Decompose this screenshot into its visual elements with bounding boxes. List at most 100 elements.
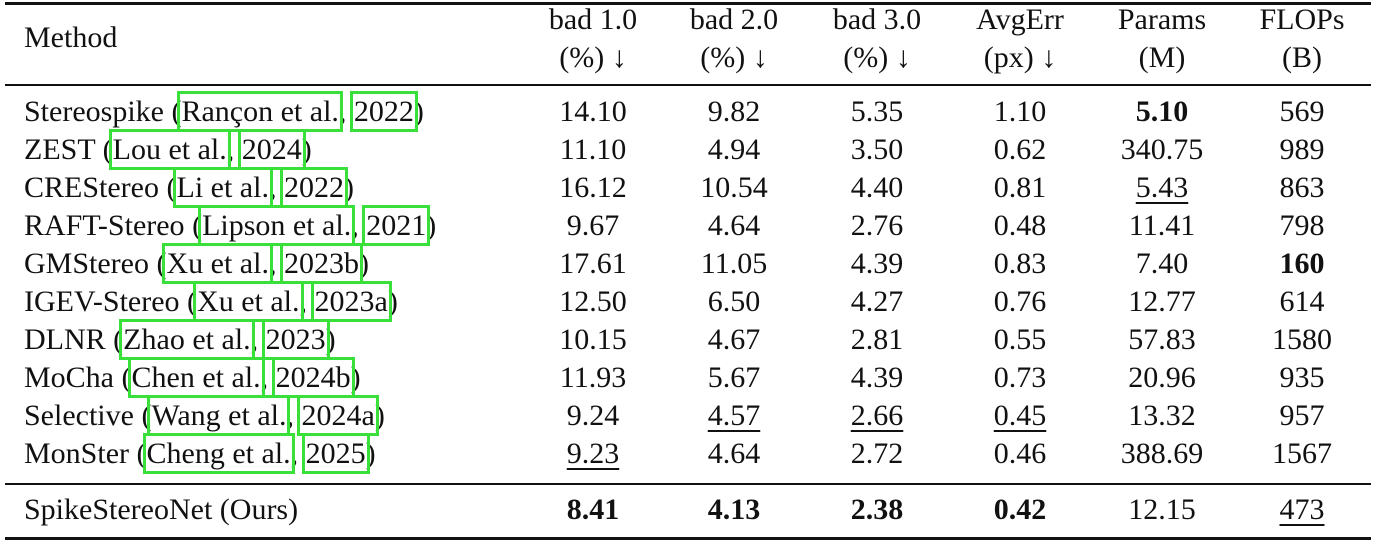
- cell-params-second: 5.43: [1135, 171, 1189, 204]
- cell-bad2: 6.50: [707, 285, 761, 318]
- cell-bad1: 14.10: [559, 95, 627, 128]
- cell-params: 57.83: [1128, 323, 1196, 356]
- cell-bad1: 16.12: [559, 171, 627, 204]
- cell-bad3: 4.27: [850, 285, 904, 318]
- cell-bad2: 4.64: [707, 437, 761, 470]
- cell-flops: 935: [1279, 361, 1325, 394]
- citation-year-link[interactable]: 2021: [362, 205, 431, 246]
- citation-author-link[interactable]: Lou et al.: [108, 129, 231, 170]
- cell-bad1: 11.93: [559, 361, 627, 394]
- cell-flops: 569: [1279, 95, 1325, 128]
- ours-rule: [5, 483, 1371, 485]
- citation-year-link[interactable]: 2022: [349, 91, 418, 132]
- table-row-method: IGEV-Stereo (Xu et al., 2023a): [24, 281, 398, 322]
- header-avgerr-line2: (px) ↓: [983, 41, 1057, 74]
- cell-bad3: 4.39: [850, 247, 904, 280]
- cell-avgerr: 0.76: [993, 285, 1047, 318]
- cell-params: 340.75: [1120, 133, 1204, 166]
- header-params-line2: (M): [1138, 41, 1186, 74]
- top-rule: [5, 2, 1371, 5]
- citation-author-link[interactable]: Xu et al.: [193, 281, 304, 322]
- citation-author-link[interactable]: Li et al.: [172, 167, 273, 208]
- cell-avgerr: 0.48: [993, 209, 1047, 242]
- cell-bad1: 9.24: [566, 399, 620, 432]
- cell-bad3: 4.40: [850, 171, 904, 204]
- cell-avgerr: 1.10: [993, 95, 1047, 128]
- cell-bad2: 4.94: [707, 133, 761, 166]
- cell-bad1: 17.61: [559, 247, 627, 280]
- cell-avgerr: 0.81: [993, 171, 1047, 204]
- ours-bad2-best: 4.13: [707, 493, 761, 526]
- method-name: ZEST: [24, 133, 96, 166]
- cell-flops: 863: [1279, 171, 1325, 204]
- citation-author-link[interactable]: Rançon et al.: [177, 91, 343, 132]
- cell-bad2: 4.64: [707, 209, 761, 242]
- table-row-method: MonSter (Cheng et al., 2025): [24, 433, 376, 474]
- cell-params: 388.69: [1120, 437, 1204, 470]
- ours-method-name: SpikeStereoNet (Ours): [24, 493, 299, 526]
- cell-bad1-second: 9.23: [566, 437, 620, 470]
- citation-year-link[interactable]: 2023a: [310, 281, 392, 322]
- cell-flops: 957: [1279, 399, 1325, 432]
- method-name: MonSter: [24, 437, 129, 470]
- citation-year-link[interactable]: 2024a: [297, 395, 379, 436]
- cell-flops: 614: [1279, 285, 1325, 318]
- table-row-method: GMStereo (Xu et al., 2023b): [24, 243, 369, 284]
- bottom-rule: [5, 537, 1371, 540]
- method-name: DLNR: [24, 323, 106, 356]
- header-bad3-line2: (%) ↓: [843, 41, 911, 74]
- cell-bad3: 4.39: [850, 361, 904, 394]
- cell-flops: 798: [1279, 209, 1325, 242]
- table-row-method: MoCha (Chen et al., 2024b): [24, 357, 361, 398]
- cell-bad3: 2.72: [850, 437, 904, 470]
- citation-author-link[interactable]: Cheng et al.: [142, 433, 295, 474]
- cell-bad2: 5.67: [707, 361, 761, 394]
- header-flops-line2: (B): [1282, 41, 1322, 74]
- header-bad1-line2: (%) ↓: [559, 41, 627, 74]
- header-bad3-line1: bad 3.0: [832, 3, 922, 36]
- cell-params: 13.32: [1128, 399, 1196, 432]
- method-name: RAFT-Stereo: [24, 209, 185, 242]
- header-method: Method: [24, 21, 118, 54]
- method-name: Selective: [24, 399, 134, 432]
- cell-avgerr: 0.62: [993, 133, 1047, 166]
- citation-author-link[interactable]: Chen et al.: [127, 357, 265, 398]
- header-flops-line1: FLOPs: [1259, 3, 1345, 36]
- header-params-line1: Params: [1117, 3, 1207, 36]
- citation-author-link[interactable]: Wang et al.: [147, 395, 291, 436]
- header-bad2-line2: (%) ↓: [700, 41, 768, 74]
- ours-avgerr-best: 0.42: [993, 493, 1047, 526]
- cell-bad2: 10.54: [700, 171, 768, 204]
- citation-author-link[interactable]: Zhao et al.: [119, 319, 255, 360]
- header-bad1-line1: bad 1.0: [548, 3, 638, 36]
- cell-bad3: 3.50: [850, 133, 904, 166]
- table-row-method: CREStereo (Li et al., 2022): [24, 167, 354, 208]
- cell-avgerr: 0.83: [993, 247, 1047, 280]
- cell-params-best: 5.10: [1135, 95, 1189, 128]
- cell-params: 20.96: [1128, 361, 1196, 394]
- cell-bad1: 10.15: [559, 323, 627, 356]
- cell-bad3: 2.76: [850, 209, 904, 242]
- cell-avgerr: 0.55: [993, 323, 1047, 356]
- cell-bad3-second: 2.66: [850, 399, 904, 432]
- cell-bad1: 12.50: [559, 285, 627, 318]
- citation-year-link[interactable]: 2025: [301, 433, 370, 474]
- cell-bad2: 4.67: [707, 323, 761, 356]
- ours-bad3-best: 2.38: [850, 493, 904, 526]
- cell-bad2: 11.05: [700, 247, 768, 280]
- citation-year-link[interactable]: 2023: [261, 319, 330, 360]
- cell-bad3: 5.35: [850, 95, 904, 128]
- citation-author-link[interactable]: Lipson et al.: [198, 205, 356, 246]
- ours-params: 12.15: [1128, 493, 1196, 526]
- citation-year-link[interactable]: 2023b: [279, 243, 363, 284]
- method-name: GMStereo: [24, 247, 149, 280]
- header-bad2-line1: bad 2.0: [689, 3, 779, 36]
- citation-year-link[interactable]: 2024: [237, 129, 306, 170]
- citation-author-link[interactable]: Xu et al.: [162, 243, 273, 284]
- cell-flops-best: 160: [1279, 247, 1325, 280]
- citation-year-link[interactable]: 2024b: [271, 357, 355, 398]
- method-name: MoCha: [24, 361, 114, 394]
- table-row-method: Stereospike (Rançon et al., 2022): [24, 91, 424, 132]
- citation-year-link[interactable]: 2022: [279, 167, 348, 208]
- cell-flops: 989: [1279, 133, 1325, 166]
